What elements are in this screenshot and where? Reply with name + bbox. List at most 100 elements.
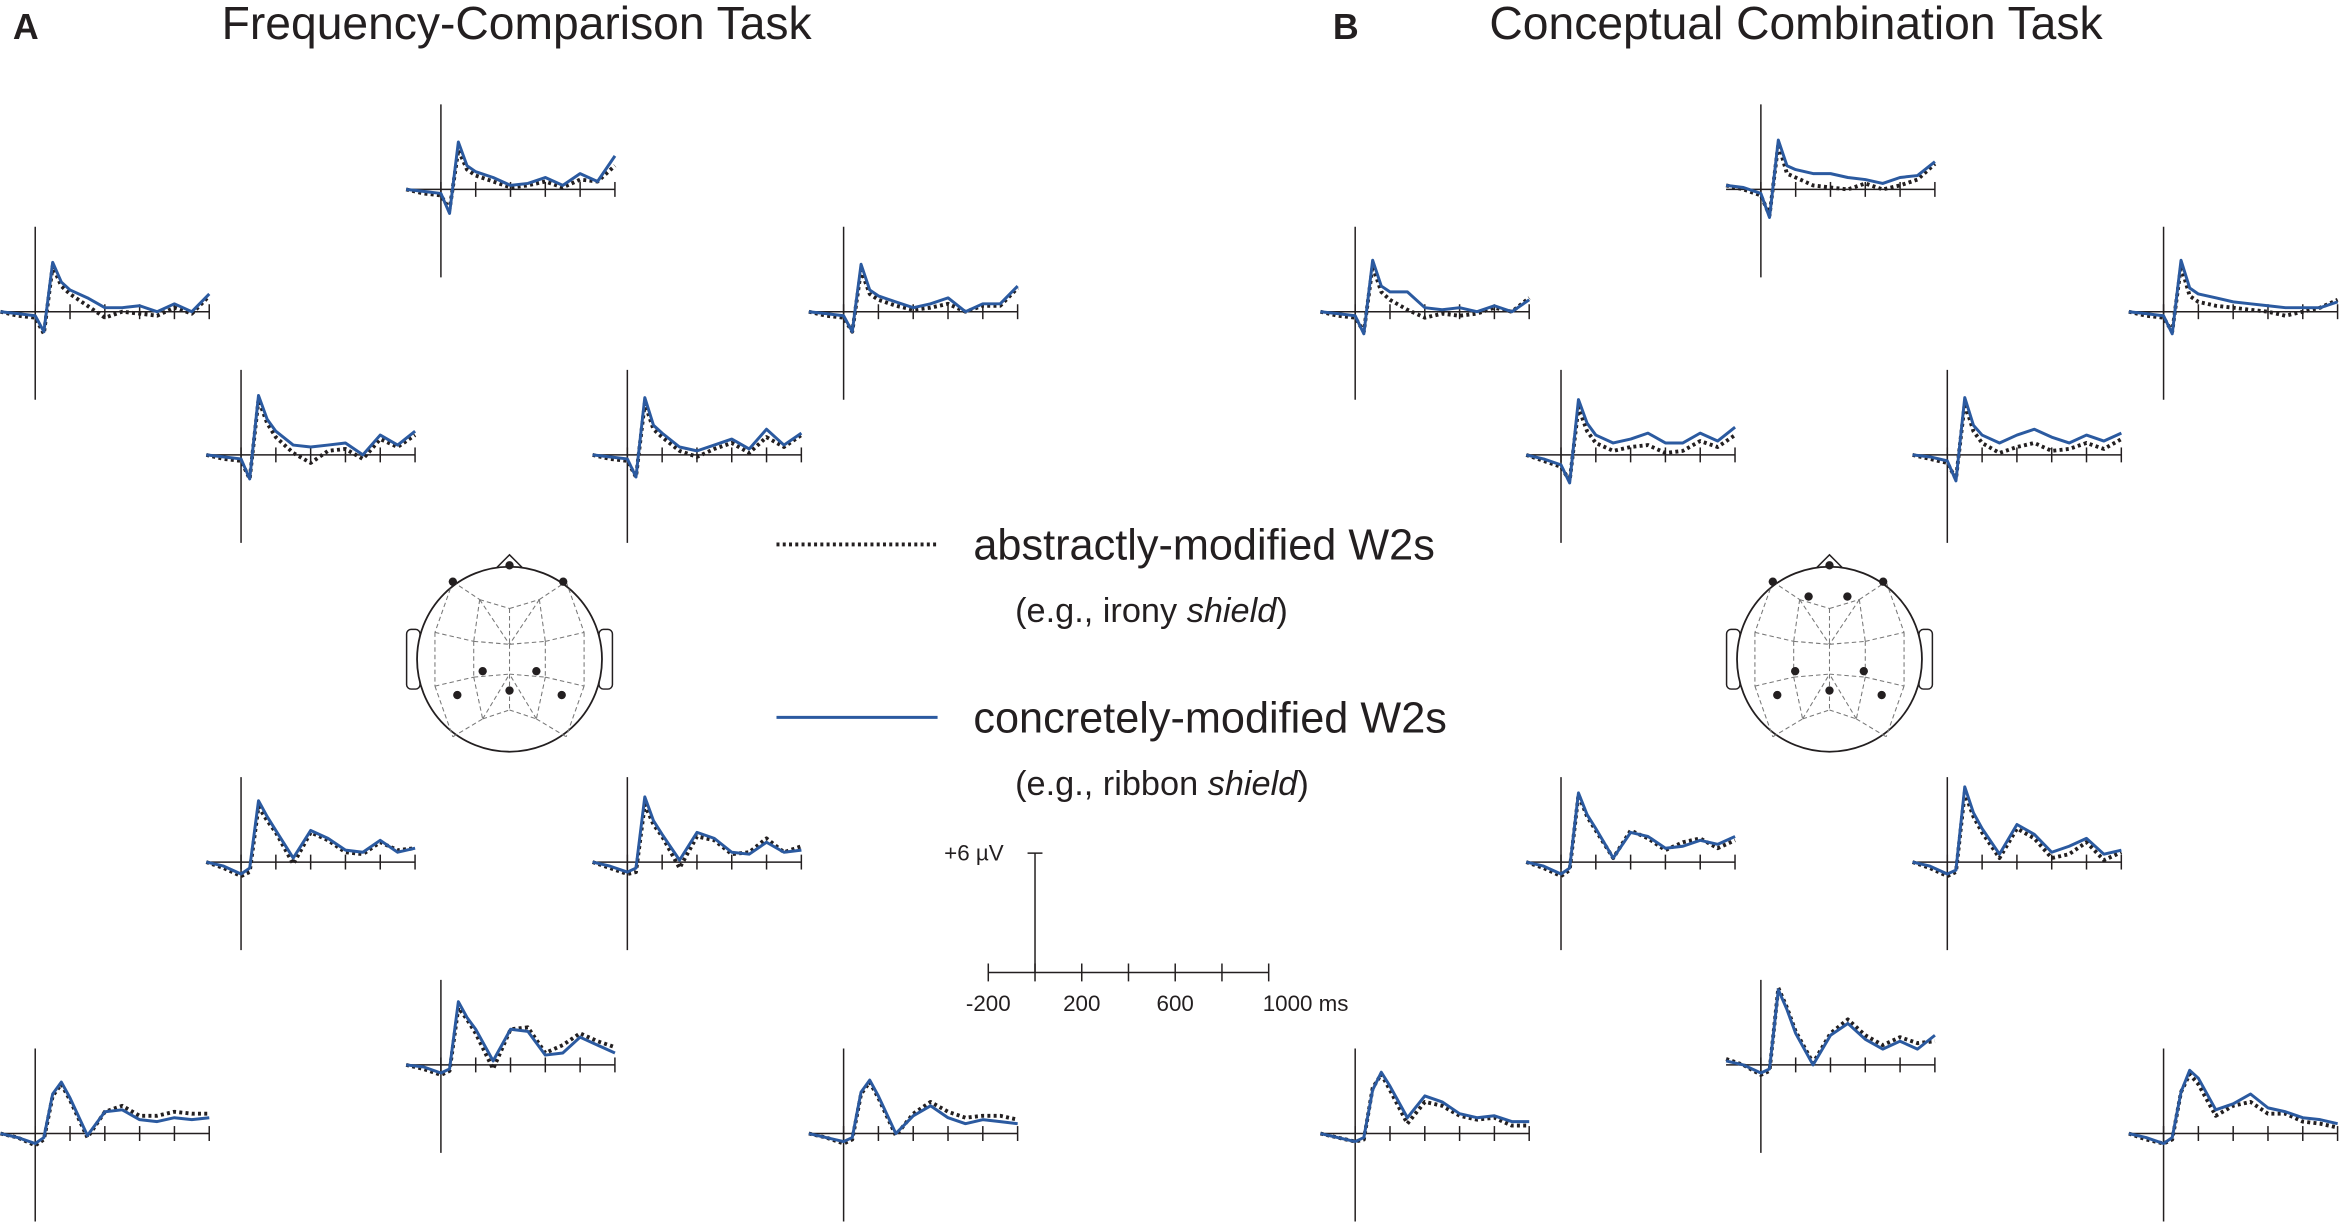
- electrode-link: [1799, 599, 1830, 645]
- example-part: (e.g., irony: [1015, 592, 1187, 630]
- example-part: shield: [1208, 765, 1299, 803]
- electrode-link: [1885, 685, 1905, 737]
- scale-x-label: -200: [966, 991, 1011, 1016]
- electrode: [1843, 592, 1852, 601]
- abstract-wave: [1911, 790, 2123, 879]
- electrode-link: [1754, 676, 1794, 687]
- electrode-link: [509, 599, 540, 645]
- panel-label: A: [13, 7, 39, 47]
- abstract-wave: [405, 1005, 616, 1077]
- scale-x-label: 200: [1063, 991, 1100, 1016]
- electrode-link: [1799, 599, 1830, 610]
- scalp: [1736, 565, 1923, 753]
- electrode-link: [452, 581, 480, 601]
- electrode-link: [509, 709, 537, 720]
- concrete-wave: [0, 260, 211, 334]
- erp-plot: [808, 226, 1020, 400]
- concrete-wave: [1912, 785, 2122, 876]
- electrode-link: [565, 685, 585, 737]
- concrete-wave: [1320, 258, 1531, 336]
- electrode-link: [545, 676, 585, 687]
- electrode: [559, 577, 568, 586]
- concrete-wave: [2128, 1068, 2338, 1146]
- abstract-wave: [1725, 141, 1937, 218]
- electrode: [1825, 686, 1834, 695]
- concrete-wave: [405, 1000, 616, 1075]
- abstract-wave: [808, 1080, 1019, 1146]
- electrode-link: [565, 581, 585, 633]
- scalp: [416, 565, 603, 753]
- electrode-link: [1885, 581, 1905, 633]
- electrode-link: [473, 673, 510, 678]
- electrode-link: [479, 599, 510, 610]
- electrode: [1825, 561, 1834, 570]
- abstract-wave: [1912, 401, 2123, 481]
- electrode-link: [1829, 640, 1866, 645]
- example-part: (e.g., ribbon: [1015, 765, 1208, 803]
- concrete-wave: [1912, 396, 2122, 483]
- erp-plot: [405, 979, 616, 1153]
- electrode-link: [434, 676, 474, 687]
- electrode: [1791, 666, 1800, 676]
- electrode-link: [1856, 718, 1887, 738]
- electrode: [1768, 577, 1777, 586]
- electrode-link: [452, 718, 483, 738]
- electrode-link: [509, 640, 546, 645]
- electrode-link: [1865, 631, 1905, 642]
- electrode-link: [509, 673, 546, 678]
- electrode-link: [509, 673, 537, 720]
- electrode: [1804, 592, 1813, 601]
- electrode-link: [1859, 581, 1887, 601]
- electrode-link: [1754, 631, 1794, 642]
- concrete-wave: [1320, 1070, 1530, 1144]
- electrode-link: [1754, 581, 1774, 633]
- erp-plot: [405, 104, 617, 278]
- erp-plot: [205, 777, 416, 951]
- legend-example: (e.g., irony shield): [1015, 592, 1288, 630]
- abstract-wave: [0, 1082, 210, 1148]
- electrode-link: [1802, 709, 1830, 720]
- concrete-wave: [592, 795, 802, 874]
- electrode-link: [1865, 676, 1905, 687]
- erp-plot: [1525, 777, 1736, 951]
- electrode-link: [1793, 673, 1830, 678]
- abstract-wave: [2128, 264, 2339, 334]
- electrode-link: [1754, 685, 1774, 737]
- electrode-link: [1802, 673, 1830, 720]
- electrode: [1877, 690, 1886, 700]
- panel-title: Frequency-Comparison Task: [222, 0, 813, 49]
- concrete-wave: [1525, 398, 1736, 485]
- example-part: ): [1276, 592, 1287, 630]
- electrode: [505, 686, 514, 695]
- electrode: [505, 561, 514, 570]
- abstract-wave: [591, 802, 803, 876]
- head-map: [1725, 553, 1934, 753]
- electrode-link: [545, 631, 585, 642]
- electrode-link: [1829, 673, 1857, 720]
- concrete-wave: [1725, 988, 1936, 1075]
- legend-example: (e.g., ribbon shield): [1015, 765, 1309, 803]
- concrete-wave: [0, 1080, 210, 1146]
- electrode: [453, 690, 462, 700]
- electrode-link: [482, 673, 510, 720]
- erp-plot: [1525, 369, 1737, 543]
- concrete-wave: [205, 799, 416, 876]
- concrete-wave: [1725, 138, 1936, 219]
- electrode-link: [434, 631, 474, 642]
- abstract-wave: [205, 397, 417, 481]
- concrete-wave: [2128, 258, 2339, 336]
- electrode-link: [1829, 673, 1866, 678]
- electrode-link: [473, 640, 510, 645]
- electrode: [557, 690, 566, 700]
- panel-label: B: [1333, 7, 1359, 47]
- electrode-link: [1829, 599, 1860, 610]
- electrode: [448, 577, 458, 586]
- erp-plot: [0, 1048, 210, 1222]
- panel-title: Conceptual Combination Task: [1489, 0, 2103, 49]
- abstract-wave: [808, 268, 1020, 334]
- erp-plot: [808, 1048, 1019, 1222]
- erp-plot: [1319, 1048, 1530, 1222]
- abstract-wave: [1525, 405, 1737, 483]
- electrode-link: [434, 581, 454, 633]
